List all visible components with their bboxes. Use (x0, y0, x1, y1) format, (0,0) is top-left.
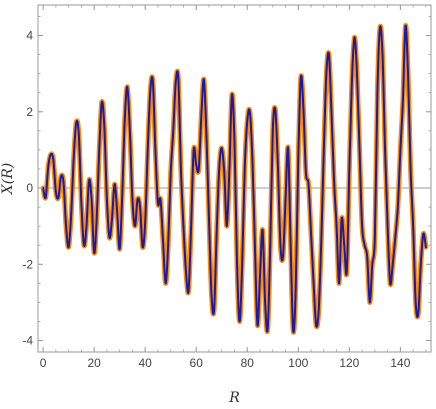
x-tick-label: 20 (87, 356, 101, 370)
x-tick-label: 80 (241, 356, 255, 370)
y-tick-label: 2 (26, 105, 33, 119)
x-tick-label: 120 (339, 356, 359, 370)
ticks-layer: 0 20 40 60 80 100 120 140 -4 -2 0 2 4 (22, 5, 431, 370)
series-layer (40, 23, 429, 335)
y-tick-label: -2 (22, 257, 33, 271)
x-tick-label: 0 (40, 356, 47, 370)
x-tick-label: 100 (288, 356, 308, 370)
y-axis-title: X(R) (0, 163, 16, 195)
x-tick-label: 140 (390, 356, 410, 370)
y-tick-label: 0 (26, 181, 33, 195)
series-line-2 (42, 24, 427, 334)
y-tick-label: 4 (26, 29, 33, 43)
x-axis-title: R (228, 390, 240, 406)
y-tick-label: -4 (22, 334, 33, 348)
x-tick-label: 60 (190, 356, 204, 370)
x-tick-label: 40 (139, 356, 153, 370)
